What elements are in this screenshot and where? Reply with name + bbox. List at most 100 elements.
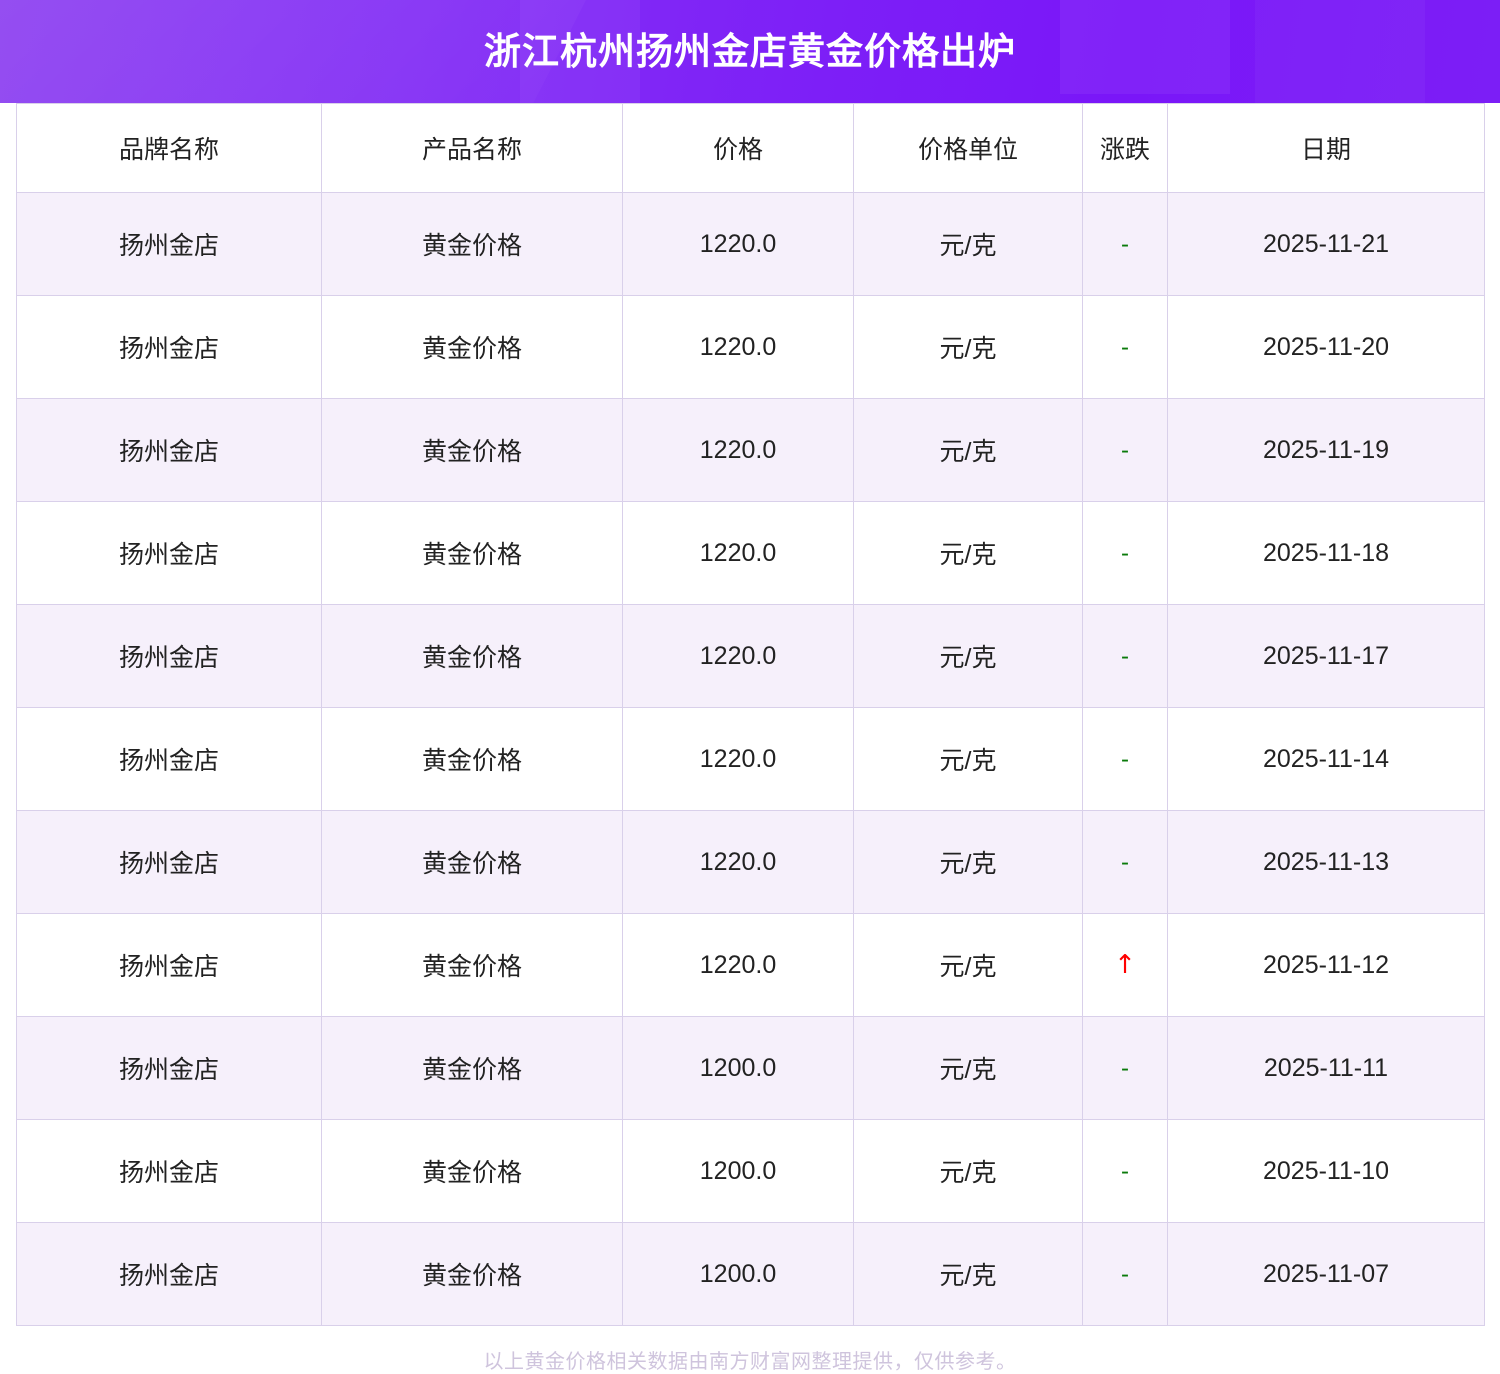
table-body: 扬州金店 黄金价格 1220.0 元/克 -2025-11-21 扬州金店 黄金价格 1220…	[16, 192, 1485, 1326]
cell-change-value: -	[1121, 333, 1129, 361]
table-row: 扬州金店 黄金价格 1220.0 元/克 - 2025-11-21	[16, 192, 1485, 296]
cell-price: 1220.0	[622, 707, 854, 811]
cell-product: 黄金价格	[321, 1119, 623, 1223]
cell-change: -	[1082, 604, 1168, 708]
cell-change: -	[1082, 398, 1168, 502]
cell-change: -	[1082, 1016, 1168, 1120]
cell-change-value: -	[1121, 642, 1129, 670]
cell-change-value: -	[1121, 745, 1129, 773]
cell-date: 2025-11-20	[1167, 295, 1485, 399]
cell-brand: 扬州金店	[16, 810, 322, 914]
cell-product: 黄金价格	[321, 604, 623, 708]
column-header-date: 日期	[1167, 103, 1485, 193]
cell-product: 黄金价格	[321, 501, 623, 605]
cell-product: 黄金价格	[321, 810, 623, 914]
column-header-change: 涨跌	[1082, 103, 1168, 193]
cell-date: 2025-11-17	[1167, 604, 1485, 708]
cell-unit: 元/克	[853, 604, 1083, 708]
cell-change: ↑	[1082, 913, 1168, 1017]
cell-price: 1220.0	[622, 295, 854, 399]
table-row: 扬州金店 黄金价格 1220.0 元/克 - 2025-11-17	[16, 604, 1485, 708]
cell-unit: 元/克	[853, 295, 1083, 399]
cell-date: 2025-11-07	[1167, 1222, 1485, 1326]
cell-price: 1220.0	[622, 192, 854, 296]
cell-price: 1220.0	[622, 398, 854, 502]
cell-brand: 扬州金店	[16, 913, 322, 1017]
cell-date: 2025-11-10	[1167, 1119, 1485, 1223]
table-header: 品牌名称 产品名称 价格 价格单位 涨跌 日期	[16, 103, 1485, 193]
column-header-price: 价格	[622, 103, 854, 193]
cell-brand: 扬州金店	[16, 192, 322, 296]
table-row: 扬州金店 黄金价格 1200.0 元/克 - 2025-11-11	[16, 1016, 1485, 1120]
cell-change-value: -	[1121, 436, 1129, 464]
table-row: 扬州金店 黄金价格 1220.0 元/克 - 2025-11-20	[16, 295, 1485, 399]
cell-brand: 扬州金店	[16, 707, 322, 811]
column-header-unit: 价格单位	[853, 103, 1083, 193]
cell-date: 2025-11-21	[1167, 192, 1485, 296]
cell-product: 黄金价格	[321, 192, 623, 296]
table-row: 扬州金店 黄金价格 1220.0 元/克 - 2025-11-18	[16, 501, 1485, 605]
cell-price: 1200.0	[622, 1222, 854, 1326]
cell-price: 1220.0	[622, 810, 854, 914]
cell-change-value: -	[1121, 848, 1129, 876]
table-container: 南方财富网 outhmoney.com 品牌名称 产品名称 价格 价格单位 涨跌…	[16, 103, 1485, 1326]
cell-change: -	[1082, 1222, 1168, 1326]
footer-disclaimer: 以上黄金价格相关数据由南方财富网整理提供，仅供参考。	[483, 1351, 1017, 1373]
cell-unit: 元/克	[853, 192, 1083, 296]
cell-unit: 元/克	[853, 398, 1083, 502]
cell-change: -	[1082, 707, 1168, 811]
cell-product: 黄金价格	[321, 707, 623, 811]
page-header-banner: 浙江杭州扬州金店黄金价格出炉	[0, 0, 1500, 103]
cell-brand: 扬州金店	[16, 1119, 322, 1223]
cell-price: 1220.0	[622, 913, 854, 1017]
cell-price: 1220.0	[622, 501, 854, 605]
cell-brand: 扬州金店	[16, 1222, 322, 1326]
cell-change-value: -	[1121, 1054, 1129, 1082]
gold-price-table: 品牌名称 产品名称 价格 价格单位 涨跌 日期 扬州金店 黄金价格 1220.0 元/…	[16, 103, 1485, 1326]
table-row: 扬州金店 黄金价格 1200.0 元/克 - 2025-11-07	[16, 1222, 1485, 1326]
cell-price: 1200.0	[622, 1016, 854, 1120]
cell-change-value: -	[1121, 1157, 1129, 1185]
cell-unit: 元/克	[853, 1119, 1083, 1223]
table-row: 扬州金店 黄金价格 1220.0 元/克 - 2025-11-13	[16, 810, 1485, 914]
column-header-product: 产品名称	[321, 103, 623, 193]
column-header-brand: 品牌名称	[16, 103, 322, 193]
cell-date: 2025-11-11	[1167, 1016, 1485, 1120]
table-row: 扬州金店 黄金价格 1220.0 元/克 - 2025-11-19	[16, 398, 1485, 502]
cell-change-value: -	[1121, 539, 1129, 567]
cell-date: 2025-11-18	[1167, 501, 1485, 605]
cell-change: -	[1082, 192, 1168, 296]
cell-unit: 元/克	[853, 913, 1083, 1017]
cell-brand: 扬州金店	[16, 604, 322, 708]
cell-change: -	[1082, 1119, 1168, 1223]
table-row: 扬州金店 黄金价格 1200.0 元/克 - 2025-11-10	[16, 1119, 1485, 1223]
cell-price: 1200.0	[622, 1119, 854, 1223]
cell-product: 黄金价格	[321, 295, 623, 399]
cell-change-value: -	[1121, 1260, 1129, 1288]
cell-product: 黄金价格	[321, 1222, 623, 1326]
cell-price: 1220.0	[622, 604, 854, 708]
cell-unit: 元/克	[853, 1222, 1083, 1326]
cell-brand: 扬州金店	[16, 1016, 322, 1120]
cell-change: -	[1082, 295, 1168, 399]
cell-product: 黄金价格	[321, 1016, 623, 1120]
cell-unit: 元/克	[853, 501, 1083, 605]
cell-unit: 元/克	[853, 1016, 1083, 1120]
cell-product: 黄金价格	[321, 913, 623, 1017]
cell-unit: 元/克	[853, 810, 1083, 914]
cell-brand: 扬州金店	[16, 501, 322, 605]
cell-product: 黄金价格	[321, 398, 623, 502]
cell-brand: 扬州金店	[16, 398, 322, 502]
cell-unit: 元/克	[853, 707, 1083, 811]
page-title: 浙江杭州扬州金店黄金价格出炉	[484, 31, 1016, 72]
cell-date: 2025-11-12	[1167, 913, 1485, 1017]
table-row: 扬州金店 黄金价格 1220.0 元/克 ↑ 2025-11-12	[16, 913, 1485, 1017]
table-header-row: 品牌名称 产品名称 价格 价格单位 涨跌 日期	[16, 103, 1485, 193]
cell-change-value: -	[1121, 230, 1129, 258]
cell-change: -	[1082, 501, 1168, 605]
cell-change: -	[1082, 810, 1168, 914]
cell-change-value: ↑	[1114, 950, 1136, 980]
cell-date: 2025-11-14	[1167, 707, 1485, 811]
cell-date: 2025-11-13	[1167, 810, 1485, 914]
cell-brand: 扬州金店	[16, 295, 322, 399]
